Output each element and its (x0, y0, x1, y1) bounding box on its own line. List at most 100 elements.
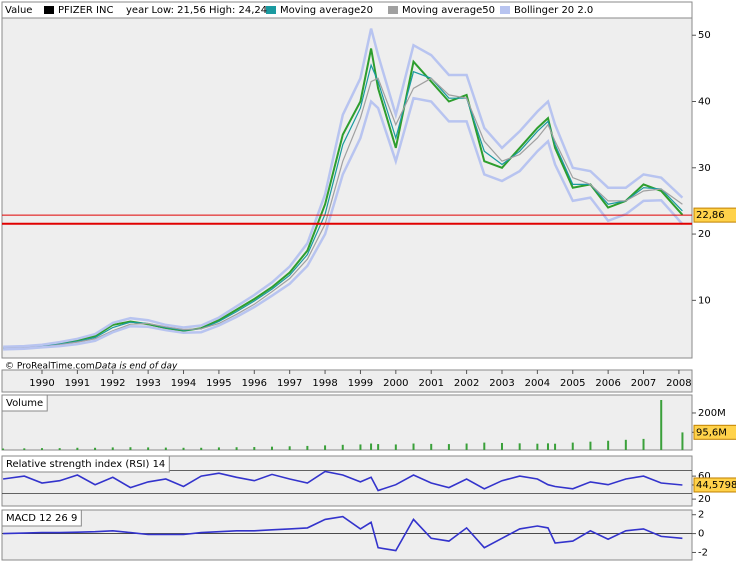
y-tick-label: 0 (698, 529, 704, 540)
volume-bar (235, 447, 238, 450)
volume-bar (58, 448, 61, 450)
x-tick-label: 2007 (631, 378, 656, 389)
x-tick-label: 1992 (100, 378, 125, 389)
y-tick-label: 50 (698, 30, 711, 41)
volume-bar (359, 444, 362, 450)
x-tick-label: 1999 (348, 378, 373, 389)
last-value-box (693, 207, 736, 223)
volume-bar (370, 443, 373, 450)
x-tick-label: 2003 (489, 378, 514, 389)
legend-label: Moving average50 (402, 5, 495, 16)
price-line (3, 77, 683, 349)
last-value-box (693, 477, 736, 493)
panel-title-box (1, 394, 48, 412)
last-value-label: 44,5798 (696, 480, 736, 491)
legend-label: PFIZER INC (58, 5, 113, 16)
range-label: year Low: 21,56 High: 24,24 (126, 5, 267, 16)
legend-label: Bollinger 20 2.0 (514, 5, 593, 16)
x-tick-label: 1993 (135, 378, 160, 389)
volume-bar (76, 447, 79, 450)
volume-bar (642, 438, 645, 450)
volume-bar (23, 448, 26, 450)
x-tick-label: 1994 (171, 378, 196, 389)
price-line (3, 48, 684, 350)
volume-bar (324, 445, 327, 450)
volume-bar (681, 432, 684, 450)
volume-bar (607, 440, 610, 450)
legend-label: Moving average20 (280, 5, 373, 16)
volume-bar (546, 443, 549, 450)
last-value-label: 22,86 (696, 210, 725, 221)
y-tick-label: 10 (698, 295, 711, 306)
x-tick-label: 2000 (383, 378, 408, 389)
volume-bar (182, 447, 185, 450)
x-tick-label: 1997 (277, 378, 302, 389)
volume-bar (500, 442, 503, 450)
volume-bar (518, 443, 521, 450)
x-tick-label: 1990 (29, 378, 54, 389)
y-tick-label: 20 (698, 494, 711, 505)
indicator-line (2, 470, 683, 492)
y-tick-label: -2 (698, 547, 708, 558)
x-tick-label: 2002 (454, 378, 479, 389)
legend-swatch (266, 6, 276, 14)
panel-title: MACD 12 26 9 (6, 513, 77, 524)
panel-title: Volume (6, 398, 43, 409)
volume-bar (129, 447, 132, 450)
volume-bar (624, 439, 627, 450)
volume-bar (217, 447, 220, 450)
indicator-line (3, 515, 683, 552)
volume-bar (554, 443, 557, 450)
x-tick-label: 2001 (418, 378, 443, 389)
footer-note: Data is end of day (95, 362, 178, 372)
y-tick-label: 200M (698, 408, 726, 419)
x-axis-strip (1, 369, 693, 393)
volume-bar (447, 444, 450, 450)
volume-bar (111, 447, 114, 450)
volume-bar (253, 447, 256, 450)
volume-bar (377, 444, 380, 450)
volume-bar (288, 446, 291, 450)
legend-swatch (388, 6, 398, 14)
x-tick-label: 2008 (666, 378, 691, 389)
volume-bar (571, 442, 574, 450)
last-value-box (693, 424, 736, 440)
volume-bar (40, 448, 43, 450)
volume-bar (412, 443, 415, 450)
panel (1, 394, 693, 451)
volume-bar (660, 400, 663, 450)
y-tick-label: 60 (698, 471, 711, 482)
volume-bar (483, 442, 486, 450)
footer: © ProRealTime.com (5, 362, 95, 372)
x-tick-label: 2005 (560, 378, 585, 389)
bollinger-band (3, 96, 684, 351)
y-tick-label: 20 (698, 229, 711, 240)
volume-bar (394, 444, 397, 450)
last-value-label: 95,6M (696, 427, 727, 438)
volume-bar (200, 447, 203, 450)
y-tick-label: 2 (698, 510, 704, 521)
panel (1, 1, 693, 359)
legend-swatch (500, 6, 510, 14)
x-tick-label: 2006 (595, 378, 620, 389)
price-line (3, 63, 683, 349)
panel-title-box (1, 455, 170, 473)
volume-bar (341, 444, 344, 450)
x-tick-label: 1996 (242, 378, 267, 389)
volume-bar (306, 445, 309, 450)
volume-bar (94, 447, 97, 450)
x-tick-label: 1991 (65, 378, 90, 389)
x-tick-label: 1995 (206, 378, 231, 389)
volume-bar (536, 443, 539, 450)
volume-bar (147, 447, 150, 450)
panel (1, 509, 693, 561)
x-tick-label: 2004 (525, 378, 550, 389)
y-tick-label: 30 (698, 163, 711, 174)
volume-bar (164, 447, 167, 450)
panel-title: Relative strength index (RSI) 14 (6, 459, 165, 470)
bollinger-band (3, 28, 684, 348)
y-tick-label: 40 (698, 97, 711, 108)
volume-bar (589, 441, 592, 450)
